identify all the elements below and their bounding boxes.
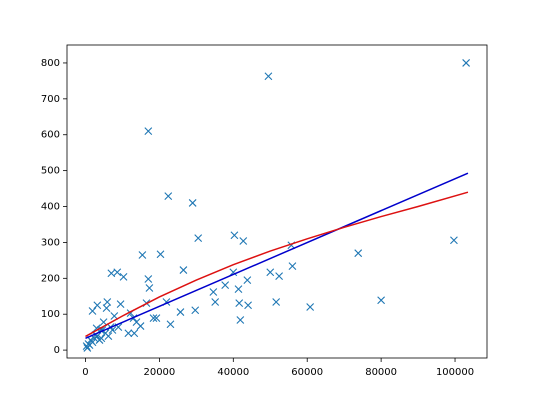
y-tick-label: 300 <box>41 237 60 248</box>
marker <box>234 285 243 293</box>
marker <box>88 307 97 315</box>
y-tick-label: 500 <box>41 166 60 177</box>
y-tick-label: 700 <box>41 94 60 105</box>
x-tick-label: 80000 <box>365 367 397 378</box>
marker <box>244 301 252 310</box>
marker <box>110 312 119 320</box>
marker <box>230 231 239 240</box>
marker <box>221 281 230 290</box>
marker <box>211 298 220 306</box>
x-tick-label: 100000 <box>436 367 474 378</box>
fit-line <box>85 191 469 338</box>
marker <box>209 288 218 296</box>
marker <box>236 316 245 324</box>
marker <box>306 303 315 311</box>
marker <box>92 324 101 333</box>
marker <box>354 249 363 258</box>
marker <box>113 268 122 277</box>
marker <box>88 338 97 347</box>
y-tick-label: 100 <box>41 309 60 320</box>
marker <box>136 322 145 330</box>
fit-line <box>85 172 469 339</box>
marker <box>104 332 113 340</box>
marker <box>176 308 185 316</box>
marker <box>103 298 112 306</box>
marker <box>164 192 173 201</box>
marker <box>152 314 161 323</box>
y-tick-label: 600 <box>41 130 60 141</box>
marker <box>194 234 203 243</box>
marker <box>377 296 386 305</box>
marker <box>93 301 102 310</box>
x-tick-label: 60000 <box>291 367 323 378</box>
marker <box>166 320 175 329</box>
y-tick-label: 400 <box>41 202 60 213</box>
x-tick-label: 0 <box>82 367 88 378</box>
marker <box>239 237 248 245</box>
marker <box>272 298 281 306</box>
marker <box>188 199 197 207</box>
marker <box>179 266 188 274</box>
marker <box>149 314 158 323</box>
plot-frame <box>66 44 488 359</box>
marker <box>116 300 125 309</box>
marker <box>124 329 133 338</box>
marker <box>288 262 297 270</box>
marker <box>97 334 106 343</box>
y-tick-label: 0 <box>54 345 60 356</box>
marker <box>229 268 238 277</box>
marker <box>138 251 147 259</box>
marker <box>462 59 471 67</box>
marker <box>266 268 275 277</box>
x-tick-label: 20000 <box>143 367 175 378</box>
marker <box>145 284 154 292</box>
marker <box>264 72 273 81</box>
marker <box>130 329 139 338</box>
marker <box>275 272 284 281</box>
y-tick-label: 800 <box>41 58 60 69</box>
marker <box>243 276 252 284</box>
marker <box>144 275 153 283</box>
marker <box>119 272 128 281</box>
x-tick-label: 40000 <box>217 367 249 378</box>
y-tick-label: 200 <box>41 273 60 284</box>
marker <box>235 299 244 307</box>
marker <box>144 127 153 136</box>
marker <box>156 250 165 259</box>
marker <box>450 236 458 245</box>
marker <box>191 306 200 315</box>
